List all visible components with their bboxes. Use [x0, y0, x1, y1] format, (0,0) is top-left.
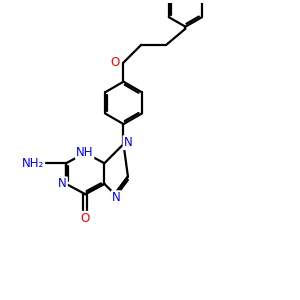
Text: NH₂: NH₂ — [22, 157, 44, 170]
Text: N: N — [58, 177, 67, 190]
Text: O: O — [111, 56, 120, 69]
Text: O: O — [81, 212, 90, 225]
Text: NH: NH — [76, 146, 93, 159]
Text: N: N — [112, 191, 121, 204]
Text: N: N — [124, 136, 132, 149]
